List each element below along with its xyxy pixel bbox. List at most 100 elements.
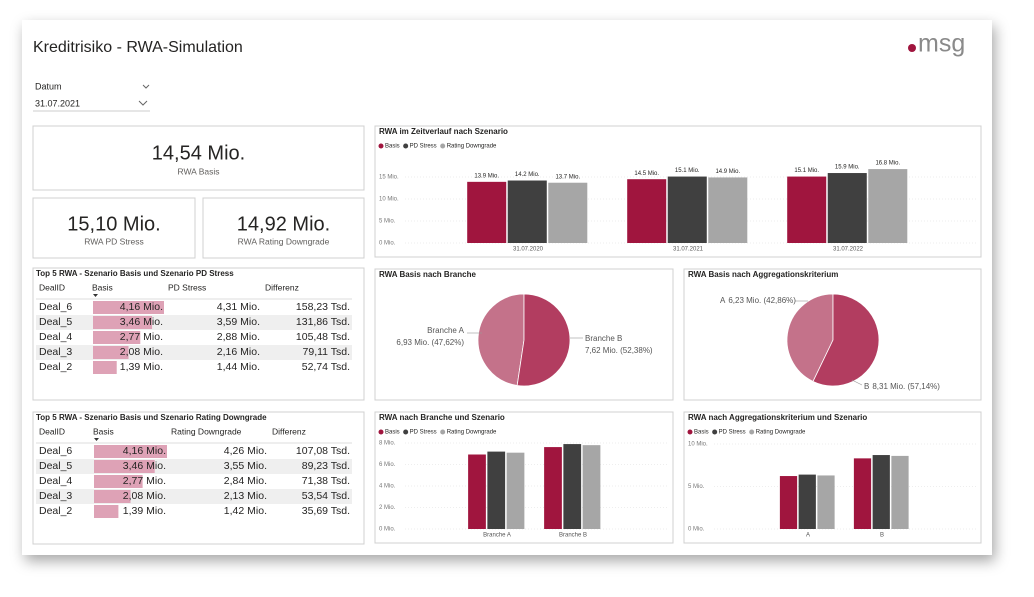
bar [827, 173, 867, 243]
cell: 3,46 Mio. [120, 316, 163, 328]
cell: 2,08 Mio. [120, 346, 163, 358]
panel [202, 197, 365, 259]
pie-slice [812, 293, 880, 387]
legend-marker [403, 143, 409, 149]
pie-value: 6,23 Mio. (42,86%) [728, 296, 796, 305]
table-title: Top 5 RWA - Szenario Basis und Szenario … [36, 269, 234, 278]
data-label: 14.9 Mio. [715, 169, 740, 175]
y-tick-label: 0 Mio. [379, 241, 396, 247]
cell: Deal_6 [39, 301, 72, 313]
data-bar [94, 505, 119, 518]
y-tick-label: 10 Mio. [379, 197, 399, 203]
pie-slice [786, 293, 834, 382]
bar [507, 180, 547, 243]
column-header: Differenz [265, 282, 299, 292]
data-bar [93, 346, 129, 359]
report-title: Kreditrisiko - RWA-Simulation [33, 39, 243, 56]
cell: 3,46 Mio. [123, 460, 166, 472]
panel [32, 267, 365, 401]
card-value: 14,54 Mio. [152, 142, 245, 164]
bar [872, 455, 890, 529]
cell: 158,23 Tsd. [296, 301, 350, 313]
cell: 71,38 Tsd. [302, 475, 350, 487]
y-tick-label: 5 Mio. [688, 484, 705, 490]
legend-label: Basis [694, 430, 709, 436]
panel [32, 197, 196, 259]
data-bar [93, 361, 117, 374]
filter-label: Datum [35, 81, 62, 91]
cell: 53,54 Tsd. [302, 490, 350, 502]
pie-category: B [864, 382, 869, 391]
chart-title: RWA Basis nach Aggregationskriterium [688, 270, 838, 279]
data-label: 16.8 Mio. [875, 161, 900, 167]
cell: 2,16 Mio. [217, 346, 260, 358]
card-label: RWA Basis [177, 166, 219, 176]
cell: 1,39 Mio. [123, 505, 166, 517]
column-header: DealID [39, 282, 65, 292]
cell: 105,48 Tsd. [296, 331, 350, 343]
bar [563, 444, 582, 529]
cell: 107,08 Tsd. [296, 445, 350, 457]
data-bar [93, 316, 153, 329]
x-tick-label: A [806, 533, 810, 539]
cell: Deal_5 [39, 316, 72, 328]
cell: Deal_5 [39, 460, 72, 472]
cell: Deal_2 [39, 505, 72, 517]
cell: 1,39 Mio. [120, 361, 163, 373]
bar [853, 458, 872, 529]
table-title: Top 5 RWA - Szenario Basis und Szenario … [36, 413, 267, 422]
pie-category: A [720, 296, 726, 305]
cell: Deal_3 [39, 346, 72, 358]
cell: 4,16 Mio. [120, 301, 163, 313]
logo: msg [918, 30, 965, 58]
sort-arrow [93, 294, 98, 297]
legend-label: Rating Downgrade [447, 144, 497, 150]
data-bar [94, 445, 167, 458]
chart-title: RWA im Zeitverlauf nach Szenario [379, 127, 508, 136]
cell: 4,16 Mio. [123, 445, 166, 457]
pie-category: Branche A [427, 326, 465, 335]
data-label: 14.2 Mio. [515, 172, 540, 178]
cell: 89,23 Tsd. [302, 460, 350, 472]
data-label: 13.9 Mio. [474, 173, 499, 179]
bar [544, 447, 562, 529]
y-tick-label: 5 Mio. [379, 219, 396, 225]
cell: 1,42 Mio. [224, 505, 267, 517]
bar [779, 476, 798, 529]
cell: 2,84 Mio. [224, 475, 267, 487]
data-label: 15.9 Mio. [835, 165, 860, 171]
legend-marker [440, 143, 446, 149]
cell: 52,74 Tsd. [302, 361, 350, 373]
date-filter[interactable]: Datum 31.07.2021 [33, 81, 150, 112]
x-tick-label: 31.07.2022 [833, 247, 864, 253]
y-tick-label: 10 Mio. [688, 442, 708, 448]
legend-label: PD Stress [719, 430, 746, 436]
bar [627, 179, 667, 243]
x-tick-label: 31.07.2020 [513, 247, 544, 253]
data-bar [93, 331, 141, 344]
bar [467, 181, 507, 243]
cell: 131,86 Tsd. [296, 316, 350, 328]
bar [667, 176, 707, 243]
legend-marker [440, 429, 446, 435]
x-tick-label: 31.07.2021 [673, 247, 704, 253]
legend-label: Basis [385, 430, 400, 436]
cell: 4,26 Mio. [224, 445, 267, 457]
filter-value[interactable]: 31.07.2021 [35, 98, 80, 108]
data-label: 14.5 Mio. [634, 171, 659, 177]
data-label: 15.1 Mio. [794, 168, 819, 174]
bar [817, 475, 835, 529]
cell: 2,08 Mio. [123, 490, 166, 502]
cell: 2,77 Mio. [120, 331, 163, 343]
panel [32, 411, 365, 545]
sort-arrow [94, 438, 99, 441]
y-tick-label: 4 Mio. [379, 484, 396, 490]
x-tick-label: Branche A [483, 533, 511, 539]
pie-label: B 8,31 Mio. (57,14%) [864, 382, 940, 391]
legend-label: PD Stress [410, 430, 437, 436]
cell: 2,88 Mio. [217, 331, 260, 343]
legend-marker [712, 429, 718, 435]
legend-label: Rating Downgrade [447, 430, 497, 436]
bar [506, 452, 525, 529]
